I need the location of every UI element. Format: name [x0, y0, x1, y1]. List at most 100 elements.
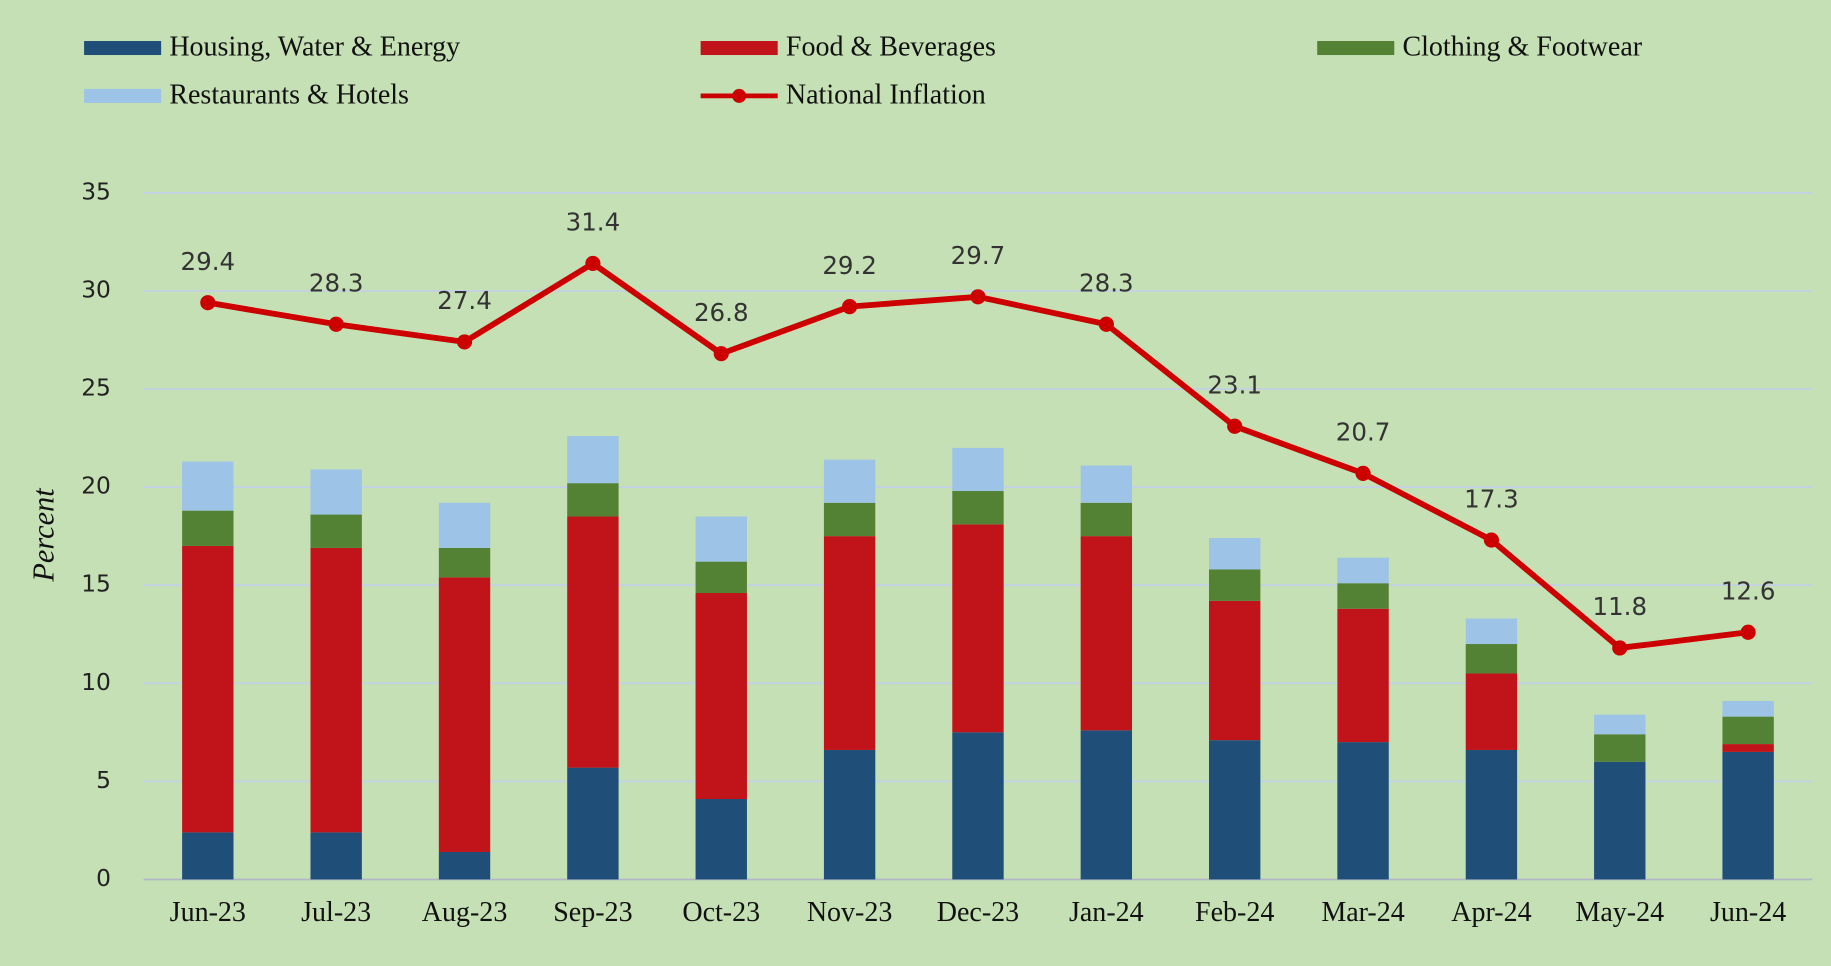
- bar-segment: [1209, 569, 1261, 601]
- legend-label: Clothing & Footwear: [1402, 32, 1642, 63]
- line-marker: [200, 295, 216, 311]
- x-tick-label: Mar-24: [1321, 897, 1404, 928]
- line-marker: [1740, 624, 1756, 640]
- legend-label: Food & Beverages: [786, 32, 996, 63]
- bar-segment: [182, 545, 234, 833]
- x-tick-label: Jan-24: [1069, 897, 1144, 928]
- y-tick-label: 20: [81, 472, 111, 500]
- legend-swatch: [84, 41, 162, 56]
- x-tick-label: Nov-23: [807, 897, 893, 928]
- y-tick-label: 10: [81, 668, 111, 696]
- bar-segment: [1722, 744, 1774, 752]
- bar-segment: [823, 502, 876, 537]
- data-label: 28.3: [309, 269, 364, 298]
- x-tick-label: Sep-23: [553, 897, 632, 928]
- data-label: 26.8: [694, 298, 749, 327]
- y-tick-label: 30: [81, 275, 111, 303]
- bar-segment: [182, 510, 234, 546]
- bar-segment: [695, 593, 747, 800]
- bar-segment: [1080, 502, 1133, 537]
- bar-segment: [695, 561, 747, 594]
- line-marker: [1612, 640, 1628, 656]
- line-marker: [713, 346, 729, 362]
- data-label: 11.8: [1592, 592, 1647, 621]
- bar-segment: [1465, 618, 1518, 645]
- legend-swatch: [1317, 41, 1395, 56]
- data-label: 31.4: [566, 208, 621, 237]
- data-label: 23.1: [1207, 371, 1262, 400]
- y-axis-label: Percent: [27, 487, 61, 583]
- line-marker: [1355, 465, 1371, 481]
- data-label: 29.4: [181, 247, 236, 276]
- legend-label: Housing, Water & Energy: [169, 32, 460, 63]
- x-tick-label: Aug-23: [422, 897, 508, 928]
- x-tick-label: Feb-24: [1195, 897, 1274, 928]
- data-label: 28.3: [1079, 269, 1134, 298]
- bar-segment: [1080, 730, 1133, 880]
- x-tick-label: Jun-23: [170, 897, 246, 928]
- bar-segment: [1209, 740, 1261, 880]
- y-tick-label: 0: [96, 864, 111, 892]
- x-tick-label: Jun-24: [1710, 897, 1786, 928]
- bar-segment: [1209, 538, 1261, 570]
- bar-segment: [1722, 751, 1774, 880]
- bar-segment: [952, 491, 1004, 525]
- bar-segment: [1080, 536, 1133, 731]
- bar-segment: [1080, 465, 1133, 503]
- line-marker: [970, 289, 986, 305]
- legend-swatch: [84, 88, 162, 103]
- legend-label: National Inflation: [786, 80, 986, 111]
- bar-segment: [310, 469, 362, 515]
- bar-segment: [1722, 700, 1774, 717]
- data-label: 29.2: [822, 251, 877, 280]
- bar-segment: [1337, 742, 1389, 880]
- line-marker: [585, 255, 601, 272]
- bar-segment: [310, 547, 362, 833]
- bar-segment: [1722, 716, 1774, 745]
- bar-segment: [567, 767, 619, 880]
- bar-segment: [1337, 583, 1389, 609]
- bar-segment: [1594, 714, 1646, 735]
- x-tick-label: Apr-24: [1451, 897, 1531, 928]
- bar-segment: [438, 502, 491, 548]
- y-tick-label: 25: [81, 373, 111, 401]
- data-label: 17.3: [1464, 484, 1519, 513]
- bar-segment: [823, 459, 876, 503]
- bar-segment: [438, 577, 491, 852]
- bar-segment: [182, 832, 234, 880]
- bar-segment: [567, 436, 619, 484]
- bar-segment: [182, 461, 234, 511]
- bar-segment: [1465, 644, 1518, 674]
- bar-segment: [1337, 557, 1389, 584]
- bar-segment: [695, 516, 747, 562]
- legend-marker: [732, 88, 747, 103]
- line-marker: [1227, 418, 1243, 434]
- bar-segment: [1594, 734, 1646, 762]
- data-label: 27.4: [437, 286, 492, 315]
- y-tick-label: 35: [81, 177, 111, 205]
- line-marker: [1098, 316, 1114, 332]
- bar-segment: [695, 799, 747, 880]
- data-label: 12.6: [1721, 577, 1776, 606]
- bar-segment: [438, 547, 491, 578]
- bar-segment: [823, 749, 876, 880]
- x-tick-label: May-24: [1575, 897, 1664, 928]
- legend-label: Restaurants & Hotels: [169, 80, 409, 111]
- bar-segment: [567, 483, 619, 517]
- bar-segment: [438, 851, 491, 880]
- x-tick-label: Dec-23: [937, 897, 1019, 928]
- bar-segment: [1465, 749, 1518, 880]
- bar-segment: [952, 732, 1004, 880]
- bar-segment: [1337, 608, 1389, 743]
- bar-segment: [310, 514, 362, 548]
- bar-segment: [1209, 600, 1261, 741]
- line-marker: [328, 316, 344, 332]
- data-label: 29.7: [951, 241, 1006, 270]
- x-tick-label: Oct-23: [682, 897, 760, 928]
- data-label: 20.7: [1336, 418, 1391, 447]
- line-marker: [1483, 532, 1500, 548]
- bar-segment: [310, 832, 362, 880]
- bar-segment: [1594, 761, 1646, 880]
